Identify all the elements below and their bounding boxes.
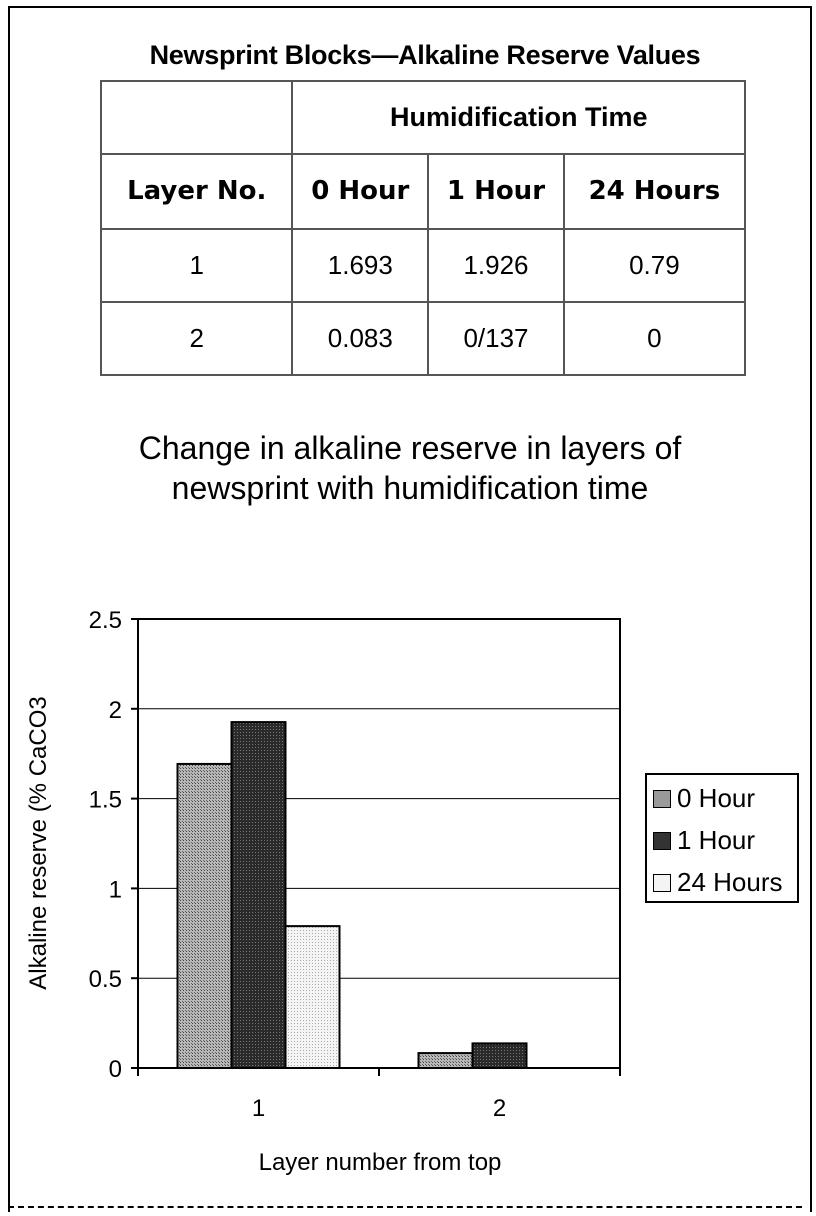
header-1-hour: 1 Hour (427, 152, 565, 231)
header-24-hours: 24 Hours (562, 152, 747, 231)
table-cell: 0/137 (427, 300, 565, 377)
x-axis-label: Layer number from top (259, 1149, 502, 1176)
table-cell: 2 (99, 300, 294, 377)
y-tick-label: 1 (109, 876, 122, 903)
chart-title-line-1: Change in alkaline reserve in layers of (138, 430, 682, 466)
table-cell: 0.79 (562, 228, 747, 303)
table-row: 2 0.083 0/137 0 (99, 300, 747, 377)
table-row: 1 1.693 1.926 0.79 (99, 228, 747, 303)
chart-title: Change in alkaline reserve in layers of … (60, 428, 760, 508)
legend-swatch (653, 789, 671, 808)
y-tick-label: 0 (109, 1056, 122, 1083)
x-tick-label: 2 (493, 1095, 506, 1122)
y-tick-label: 2 (109, 697, 122, 724)
page-frame (8, 6, 812, 1212)
legend-swatch (653, 831, 671, 850)
humidification-time-header: Humidification Time (291, 80, 746, 155)
chart-title-line-2: newsprint with humidification time (171, 470, 649, 506)
legend-item-1-hour: 1 Hour (653, 825, 755, 856)
y-tick-label: 2.5 (89, 607, 122, 634)
legend-label: 24 Hours (677, 867, 783, 897)
table-cell: 1.693 (291, 228, 430, 303)
alkaline-reserve-table: Humidification Time Layer No. 0 Hour 1 H… (99, 80, 747, 377)
bar (417, 1052, 474, 1069)
legend-label: 1 Hour (677, 825, 756, 855)
bar (230, 721, 287, 1069)
table-cell: 0 (562, 300, 747, 377)
y-axis-label: Alkaline reserve (% CaCO3 (25, 696, 52, 989)
bar (284, 925, 341, 1070)
table-cell: 0.083 (291, 300, 430, 377)
legend-label: 0 Hour (677, 783, 756, 813)
legend-item-0-hour: 0 Hour (653, 783, 755, 814)
table-row-spacer (99, 80, 294, 155)
bar (471, 1042, 528, 1069)
legend-swatch (653, 873, 671, 892)
bar (176, 762, 233, 1069)
table-cell: 1 (99, 228, 294, 303)
page-frame-bottom (8, 1206, 802, 1208)
table-cell: 1.926 (427, 228, 565, 303)
x-tick-label: 1 (252, 1095, 265, 1122)
y-tick-label: 1.5 (89, 787, 122, 814)
table-header-row: Layer No. 0 Hour 1 Hour 24 Hours (99, 152, 747, 231)
chart-legend: 0 Hour 1 Hour 24 Hours (645, 773, 799, 903)
header-layer-no: Layer No. (99, 152, 294, 231)
table-title: Newsprint Blocks—Alkaline Reserve Values (149, 40, 701, 70)
legend-item-24-hours: 24 Hours (653, 867, 783, 898)
y-tick-label: 0.5 (89, 966, 122, 993)
header-0-hour: 0 Hour (291, 152, 430, 231)
